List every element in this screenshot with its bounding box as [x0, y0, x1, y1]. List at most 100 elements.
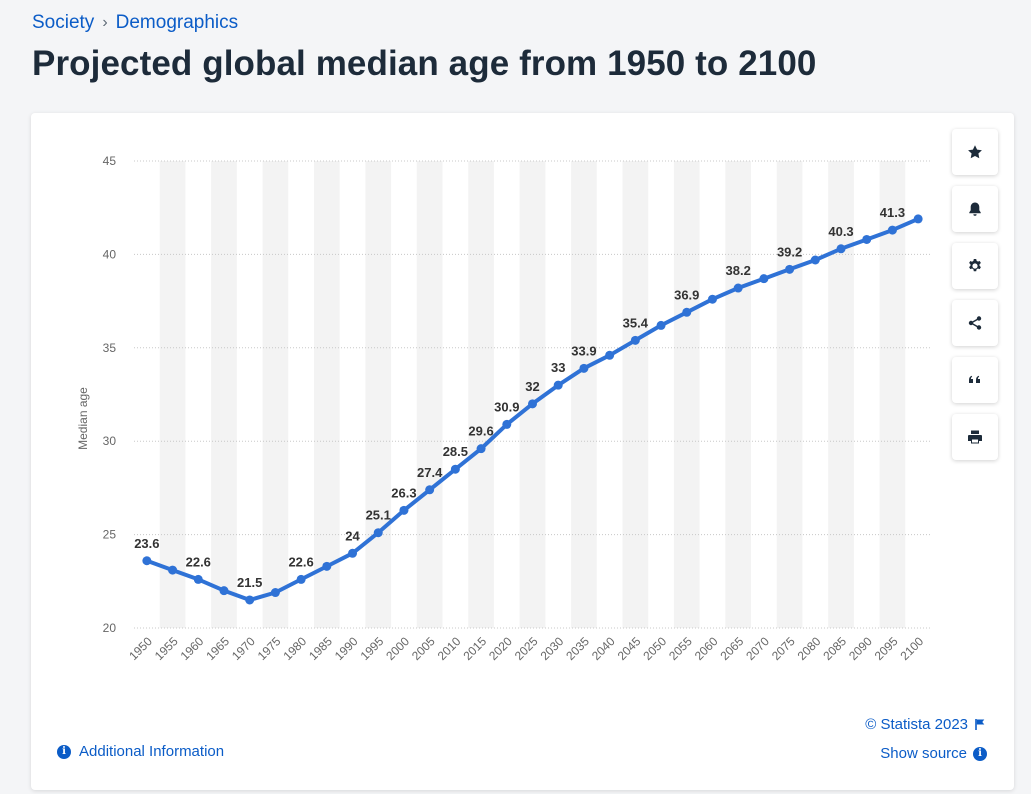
data-point — [656, 320, 666, 330]
chart-card: 20 25 30 35 40 45 Median age 1950 1955 1960 1965 19… — [31, 113, 1014, 790]
x-tick-label: 2060 — [692, 634, 721, 663]
data-point — [630, 335, 640, 345]
data-label: 25.1 — [366, 508, 391, 523]
x-tick-label: 1990 — [332, 634, 361, 663]
background-band — [211, 161, 237, 628]
data-label: 36.9 — [674, 287, 699, 302]
quote-icon — [969, 375, 980, 383]
x-tick-label: 1955 — [152, 634, 181, 663]
data-point — [733, 283, 743, 293]
data-point — [605, 350, 615, 360]
data-label: 33.9 — [571, 343, 596, 358]
show-source-label: Show source — [880, 745, 967, 762]
data-label: 32 — [525, 379, 539, 394]
background-band — [571, 161, 597, 628]
data-point — [476, 444, 486, 454]
data-point — [836, 244, 846, 254]
statista-credit[interactable]: © Statista 2023 — [865, 716, 986, 733]
breadcrumb-society[interactable]: Society — [32, 12, 95, 33]
data-label: 22.6 — [186, 554, 211, 569]
data-point — [219, 586, 229, 596]
data-label: 38.2 — [726, 263, 751, 278]
x-tick-label: 1965 — [203, 634, 232, 663]
x-tick-label: 2085 — [820, 634, 849, 663]
background-band — [416, 161, 443, 628]
breadcrumb-demographics[interactable]: Demographics — [115, 12, 239, 33]
data-point — [862, 234, 872, 244]
data-label: 30.9 — [494, 399, 519, 414]
share-button[interactable] — [952, 300, 998, 346]
additional-information-link[interactable]: i Additional Information — [57, 743, 224, 760]
x-tick-label: 1970 — [229, 634, 258, 663]
data-point — [682, 307, 692, 317]
x-tick-label: 1995 — [358, 634, 387, 663]
y-tick-label: 40 — [103, 247, 117, 261]
show-source-link[interactable]: Show source i — [880, 745, 987, 762]
data-point — [296, 574, 306, 584]
data-point — [168, 565, 178, 575]
x-tick-label: 2010 — [435, 634, 464, 663]
data-point — [759, 274, 769, 284]
data-point — [913, 214, 923, 224]
data-point — [193, 574, 203, 584]
cite-button[interactable] — [952, 357, 998, 403]
share-icon — [968, 316, 982, 330]
data-label: 35.4 — [623, 315, 649, 330]
page-title: Projected global median age from 1950 to… — [32, 44, 817, 83]
background-band — [725, 161, 752, 628]
y-axis-label: Median age — [76, 387, 90, 450]
x-tick-label: 2000 — [383, 634, 412, 663]
data-point — [348, 548, 358, 558]
x-tick-label: 2070 — [743, 634, 772, 663]
notification-button[interactable] — [952, 186, 998, 232]
settings-button[interactable] — [952, 243, 998, 289]
printer-icon — [968, 430, 982, 444]
x-tick-label: 2045 — [615, 634, 644, 663]
data-point — [142, 556, 152, 566]
breadcrumb: Society › Demographics — [32, 12, 238, 34]
bell-icon — [969, 202, 981, 216]
data-point — [502, 419, 512, 429]
background-band — [519, 161, 546, 628]
background-band — [262, 161, 289, 628]
y-tick-label: 25 — [103, 528, 117, 542]
favorite-button[interactable] — [952, 129, 998, 175]
data-point — [270, 588, 280, 598]
background-band — [622, 161, 649, 628]
print-button[interactable] — [952, 414, 998, 460]
data-point — [887, 225, 897, 235]
x-tick-label: 2065 — [718, 634, 747, 663]
info-icon: i — [57, 744, 71, 759]
x-tick-label: 2040 — [589, 634, 618, 663]
x-tick-label: 2025 — [512, 634, 541, 663]
x-tick-label: 1980 — [280, 634, 309, 663]
x-tick-label: 2090 — [846, 634, 875, 663]
data-point — [450, 464, 460, 474]
data-point — [707, 294, 717, 304]
data-label: 39.2 — [777, 244, 802, 259]
data-point — [528, 399, 537, 409]
x-tick-label: 2005 — [409, 634, 438, 663]
flag-icon — [975, 719, 985, 730]
additional-information-label: Additional Information — [79, 743, 225, 760]
y-tick-label: 45 — [103, 154, 117, 168]
x-tick-label: 1975 — [255, 634, 284, 663]
x-tick-label: 2080 — [795, 634, 824, 663]
credit-text: © Statista 2023 — [865, 716, 968, 733]
data-point — [785, 264, 795, 274]
x-tick-label: 1960 — [178, 634, 207, 663]
data-point — [373, 528, 383, 538]
y-tick-label: 30 — [103, 434, 117, 448]
background-band — [828, 161, 854, 628]
data-label: 27.4 — [417, 465, 443, 480]
x-tick-label: 2020 — [486, 634, 515, 663]
background-band — [468, 161, 494, 628]
background-band — [879, 161, 906, 628]
data-label: 29.6 — [468, 424, 493, 439]
data-label: 33 — [551, 360, 565, 375]
data-point — [579, 363, 589, 373]
x-tick-label: 2100 — [897, 634, 926, 663]
data-point — [553, 380, 563, 390]
data-label: 40.3 — [828, 224, 853, 239]
x-tick-label: 2050 — [640, 634, 669, 663]
